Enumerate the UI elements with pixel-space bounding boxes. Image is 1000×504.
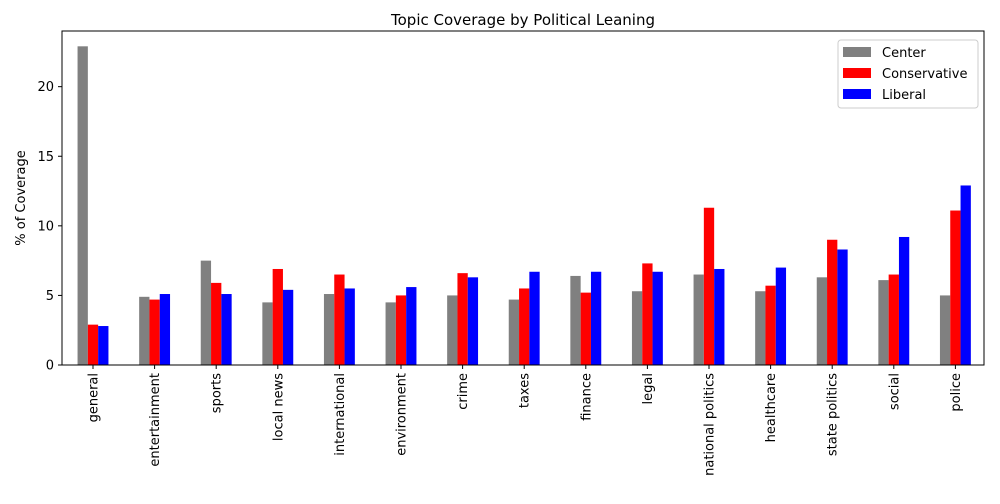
bar-liberal-entertainment bbox=[159, 294, 171, 365]
bar-center-national-politics bbox=[693, 274, 704, 365]
bar-liberal-healthcare bbox=[775, 267, 787, 365]
bar-center-social bbox=[878, 280, 889, 365]
x-tick-label: local news bbox=[271, 373, 286, 441]
bars-group bbox=[77, 46, 971, 366]
x-tick-label: legal bbox=[641, 373, 656, 404]
bar-center-crime bbox=[447, 295, 458, 365]
x-tick-label: entertainment bbox=[148, 373, 163, 467]
bar-liberal-taxes bbox=[529, 271, 540, 365]
legend-label-liberal: Liberal bbox=[882, 88, 926, 103]
bar-liberal-environment bbox=[406, 287, 417, 365]
legend-swatch-liberal bbox=[843, 89, 871, 99]
bar-liberal-international bbox=[344, 288, 355, 365]
bar-liberal-national-politics bbox=[714, 268, 725, 365]
bar-conservative-social bbox=[888, 274, 899, 365]
chart-title: Topic Coverage by Political Leaning bbox=[390, 11, 655, 29]
bar-center-healthcare bbox=[755, 291, 766, 365]
x-tick-label: general bbox=[87, 373, 102, 422]
plot-frame bbox=[61, 30, 985, 366]
x-tick-label: crime bbox=[456, 373, 471, 410]
bar-liberal-finance bbox=[590, 271, 602, 365]
legend-label-center: Center bbox=[882, 46, 926, 61]
bar-conservative-sports bbox=[211, 282, 222, 365]
x-tick-label: national politics bbox=[703, 373, 718, 476]
bar-center-taxes bbox=[508, 299, 520, 365]
bar-liberal-general bbox=[98, 326, 109, 365]
bar-conservative-police bbox=[950, 210, 961, 365]
legend-frame bbox=[837, 39, 979, 109]
bar-conservative-healthcare bbox=[765, 285, 776, 365]
legend: Center Conservative Liberal bbox=[837, 39, 979, 109]
bar-center-general bbox=[77, 46, 88, 366]
bar-conservative-environment bbox=[395, 295, 407, 365]
x-tick-label: international bbox=[333, 373, 348, 456]
bar-center-sports bbox=[200, 260, 212, 366]
bar-center-environment bbox=[385, 302, 396, 366]
bar-center-local-news bbox=[262, 302, 273, 366]
bar-center-legal bbox=[631, 291, 643, 365]
bar-center-international bbox=[323, 294, 335, 365]
bar-center-entertainment bbox=[139, 296, 150, 365]
x-tick-label: healthcare bbox=[764, 373, 779, 442]
bar-conservative-national-politics bbox=[703, 207, 715, 365]
y-tick-label: 10 bbox=[37, 219, 54, 234]
bar-liberal-legal bbox=[652, 271, 663, 365]
legend-label-conservative: Conservative bbox=[882, 67, 967, 82]
bar-conservative-taxes bbox=[519, 288, 530, 365]
x-tick-label: taxes bbox=[518, 373, 533, 408]
bar-liberal-crime bbox=[467, 277, 479, 365]
x-tick-label: finance bbox=[579, 373, 594, 421]
x-axis: general entertainment sports local news inte… bbox=[87, 365, 964, 476]
bar-conservative-state-politics bbox=[827, 239, 838, 365]
bar-liberal-local-news bbox=[282, 289, 294, 365]
bar-conservative-finance bbox=[580, 292, 591, 365]
y-tick-label: 20 bbox=[37, 80, 54, 95]
bar-liberal-social bbox=[898, 236, 910, 365]
y-axis-label: % of Coverage bbox=[14, 150, 29, 245]
y-axis: 0 5 10 15 20 bbox=[37, 80, 62, 374]
x-tick-label: police bbox=[949, 373, 964, 412]
bar-center-police bbox=[939, 295, 951, 365]
x-tick-label: sports bbox=[210, 373, 225, 413]
x-tick-label: state politics bbox=[826, 373, 841, 456]
bar-conservative-local-news bbox=[272, 268, 283, 365]
y-tick-label: 0 bbox=[46, 359, 54, 374]
x-tick-label: social bbox=[887, 373, 902, 410]
bar-liberal-sports bbox=[221, 294, 232, 365]
bar-conservative-legal bbox=[642, 263, 653, 365]
bar-conservative-general bbox=[87, 324, 99, 365]
bar-liberal-state-politics bbox=[837, 249, 848, 365]
y-tick-label: 15 bbox=[37, 150, 54, 165]
bar-liberal-police bbox=[960, 185, 971, 365]
legend-swatch-conservative bbox=[843, 68, 871, 78]
bar-conservative-international bbox=[334, 274, 345, 365]
x-tick-label: environment bbox=[395, 373, 410, 456]
bar-center-finance bbox=[570, 275, 581, 365]
legend-swatch-center bbox=[843, 47, 871, 57]
bar-conservative-entertainment bbox=[149, 299, 160, 365]
bar-conservative-crime bbox=[457, 273, 468, 365]
y-tick-label: 5 bbox=[46, 289, 54, 304]
bar-center-state-politics bbox=[816, 277, 828, 365]
